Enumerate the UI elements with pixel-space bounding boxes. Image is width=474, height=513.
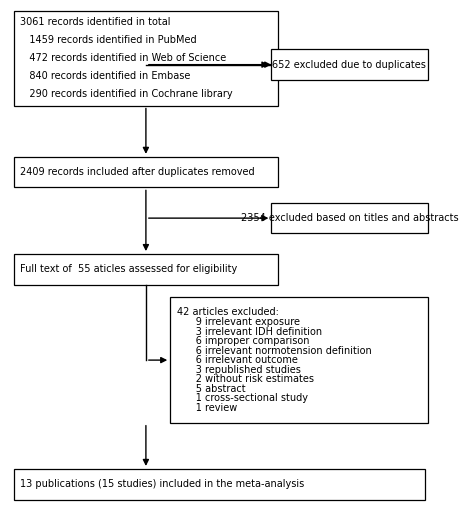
FancyBboxPatch shape [271, 49, 428, 80]
FancyBboxPatch shape [14, 469, 425, 500]
FancyBboxPatch shape [14, 254, 278, 285]
Text: 2409 records included after duplicates removed: 2409 records included after duplicates r… [20, 167, 255, 177]
Text: 42 articles excluded:: 42 articles excluded: [177, 307, 279, 318]
Text: 6 irrelevant outcome: 6 irrelevant outcome [177, 355, 298, 365]
Text: 13 publications (15 studies) included in the meta-analysis: 13 publications (15 studies) included in… [20, 479, 305, 489]
Text: 472 records identified in Web of Science: 472 records identified in Web of Science [20, 53, 227, 63]
FancyBboxPatch shape [14, 157, 278, 187]
Text: 6 irrelevant normotension definition: 6 irrelevant normotension definition [177, 346, 372, 356]
FancyBboxPatch shape [271, 203, 428, 233]
Text: 1 review: 1 review [177, 403, 237, 413]
Text: 3 irrelevant IDH definition: 3 irrelevant IDH definition [177, 326, 322, 337]
Text: 5 abstract: 5 abstract [177, 384, 246, 393]
Text: 840 records identified in Embase: 840 records identified in Embase [20, 71, 191, 81]
Text: Full text of  55 aticles assessed for eligibility: Full text of 55 aticles assessed for eli… [20, 264, 238, 274]
FancyBboxPatch shape [14, 11, 278, 106]
Text: 290 records identified in Cochrane library: 290 records identified in Cochrane libra… [20, 89, 233, 99]
Text: 2 without risk estimates: 2 without risk estimates [177, 374, 314, 384]
Text: 1459 records identified in PubMed: 1459 records identified in PubMed [20, 35, 197, 45]
Text: 3061 records identified in total: 3061 records identified in total [20, 17, 171, 27]
Text: 652 excluded due to duplicates: 652 excluded due to duplicates [273, 60, 426, 70]
Text: 6 improper comparison: 6 improper comparison [177, 336, 309, 346]
Text: 2354 excluded based on titles and abstracts: 2354 excluded based on titles and abstra… [241, 213, 458, 223]
Text: 1 cross-sectional study: 1 cross-sectional study [177, 393, 308, 403]
FancyBboxPatch shape [170, 298, 428, 423]
Text: 3 republished studies: 3 republished studies [177, 365, 301, 374]
Text: 9 irrelevant exposure: 9 irrelevant exposure [177, 317, 300, 327]
